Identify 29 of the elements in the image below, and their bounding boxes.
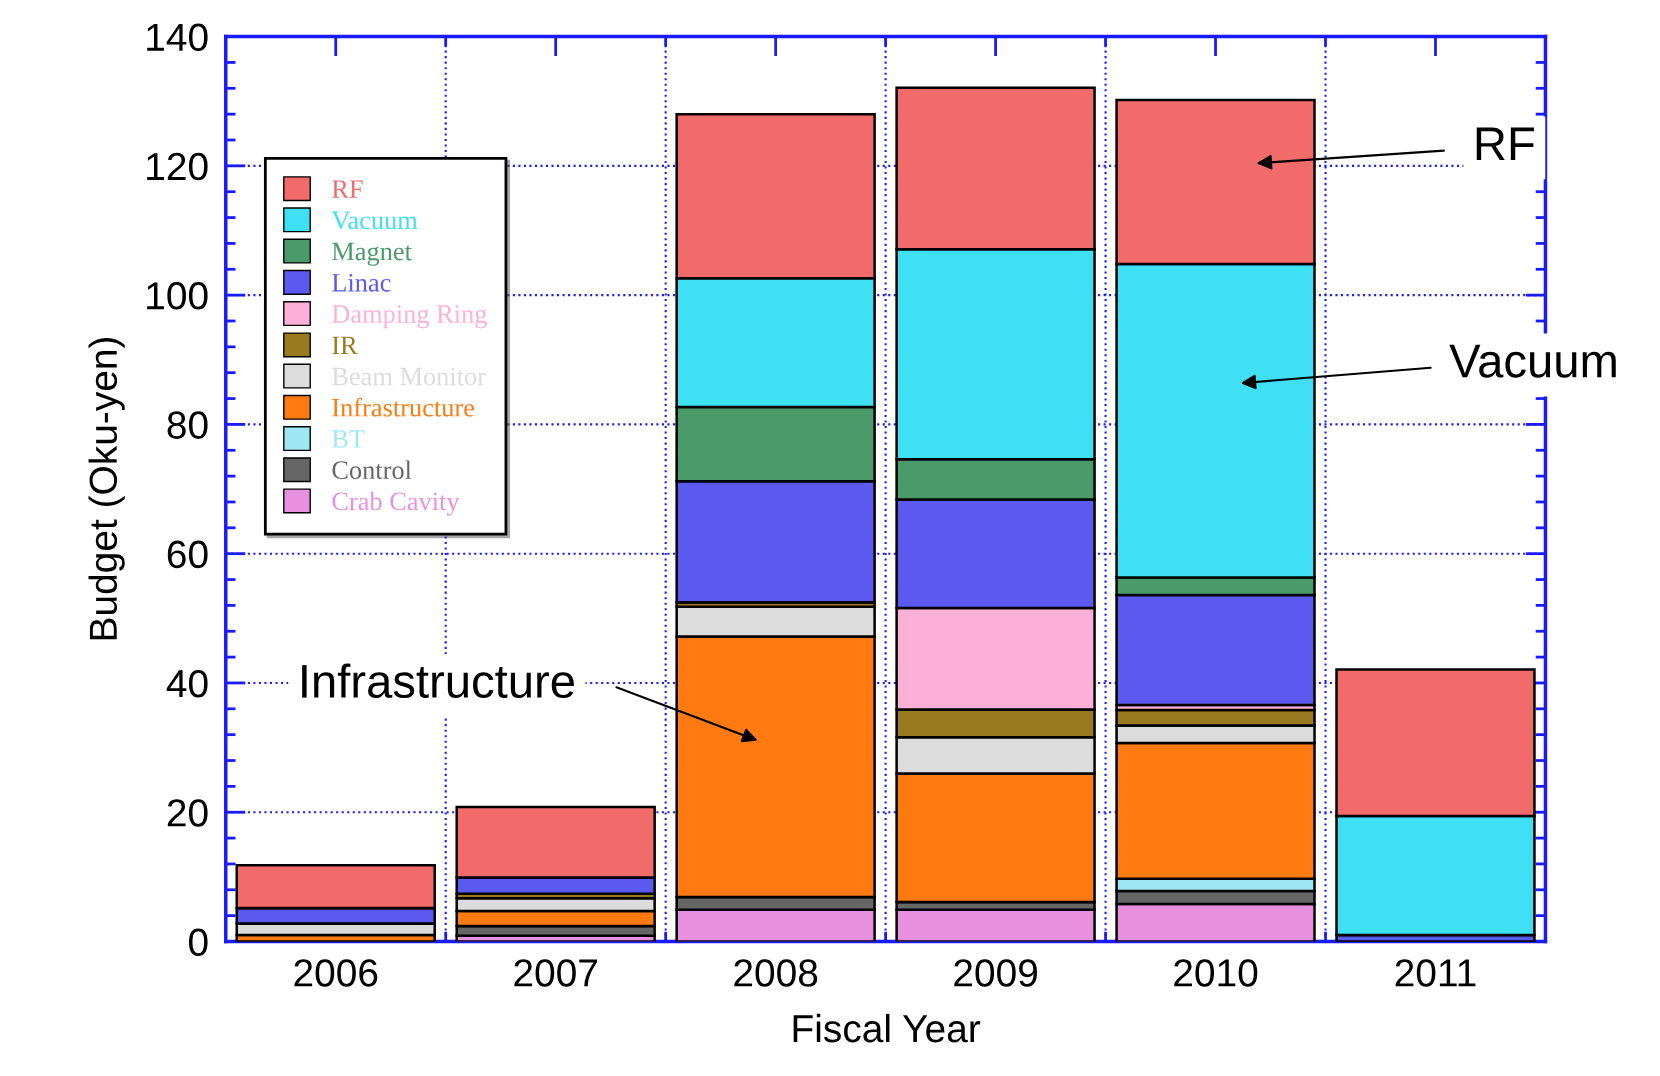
x-tick-label: 2011	[1395, 959, 1476, 987]
x-axis-title: Fiscal Year	[793, 1013, 981, 1043]
legend-label: Crab Cavity	[332, 491, 460, 516]
legend-label: Vacuum	[331, 211, 418, 230]
y-tick-label: 140	[147, 23, 208, 52]
legend-label: RF	[332, 180, 363, 198]
y-tick-label: 100	[147, 282, 208, 310]
y-tick-label: 60	[167, 540, 208, 569]
y-tick-label: 0	[188, 928, 208, 956]
y-tick-label: 40	[166, 669, 208, 698]
legend-label: Magnet	[332, 242, 412, 266]
legend-label: Infrastructure	[332, 397, 474, 417]
legend-label: Control	[332, 460, 412, 480]
legend-label: BT	[332, 430, 365, 448]
annotation: Infrastructure	[302, 663, 574, 699]
legend-label: Damping Ring	[332, 305, 487, 329]
annotation: Vacuum	[1449, 344, 1616, 378]
x-tick-label: 2006	[294, 959, 378, 987]
x-tick-label: 2007	[514, 959, 597, 987]
legend-label: Linac	[332, 273, 391, 292]
y-tick-label: 20	[167, 799, 208, 827]
y-tick-label: 80	[167, 411, 208, 439]
x-tick-label: 2009	[954, 959, 1037, 987]
y-tick-label: 120	[147, 152, 208, 181]
y-axis-title: Budget (Oku-yen)	[88, 337, 125, 640]
annotation: RF	[1476, 127, 1534, 161]
x-tick-label: 2010	[1174, 959, 1258, 987]
x-tick-label: 2008	[734, 959, 818, 987]
legend-label: IR	[332, 336, 358, 354]
